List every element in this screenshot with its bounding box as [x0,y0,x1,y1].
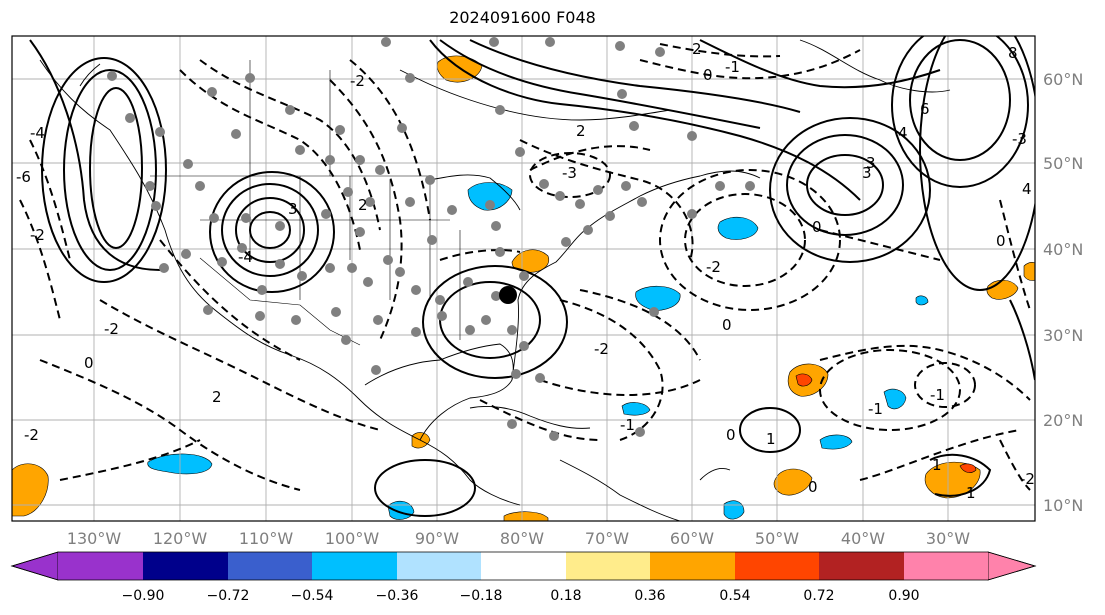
contour-label: 2 [692,40,702,58]
colorbar-segment [904,552,988,580]
colorbar-tick-label: 0.36 [634,588,665,604]
lat-label: 20°N [1043,411,1083,430]
contour-label: 0 [703,66,713,84]
contour-label: -4 [238,248,253,266]
lon-label: 80°W [500,529,544,548]
colorbar-segment [819,552,904,580]
lat-label: 40°N [1043,240,1083,259]
contour-label: 4 [1022,180,1032,198]
colorbar: −0.90 −0.72 −0.54 −0.36 −0.18 0.18 0.36 … [10,551,1037,604]
lon-label: 60°W [670,529,714,548]
contour-label: 3 [288,200,298,218]
contour-label: -2 [24,426,39,444]
contour-label: 4 [898,124,908,142]
colorbar-tick-label: 0.18 [550,588,581,604]
contour-label: 2 [358,196,368,214]
colorbar-tick-label: 0.54 [719,588,750,604]
contour-label: 8 [1008,44,1018,62]
contour-label: -3 [562,164,577,182]
contour-label: 1 [766,430,776,448]
contour-label: 0 [812,218,822,236]
map-title: 2024091600 F048 [449,8,596,27]
colorbar-left-extension [10,551,59,581]
contour-labels: 2 0 -1 8 6 4 3 -2 2 -3 2 -4 3 2 -2 0 -2 … [16,40,1035,502]
colorbar-segment [650,552,735,580]
colorbar-segment [58,552,143,580]
lon-label: 40°W [841,529,885,548]
station-dots [107,37,755,441]
colorbar-segment [566,552,650,580]
contour-label: -2 [104,320,119,338]
map-frame [11,35,1036,522]
lat-label: 10°N [1043,496,1083,515]
colorbar-tick-label: 0.72 [803,588,834,604]
colorbar-tick-label: −0.54 [291,588,334,604]
lon-label: 120°W [153,529,208,548]
longitude-labels: 130°W 120°W 110°W 100°W 90°W 80°W 70°W 6… [67,529,970,548]
contour-label: 1 [932,456,942,474]
colorbar-segment [228,552,312,580]
gridlines [12,36,1035,521]
contour-label: 0 [808,478,818,496]
contour-label: -1 [620,416,635,434]
contour-label: -2 [350,72,365,90]
dashed-contours [19,43,1031,491]
contour-label: 3 [862,164,872,182]
lon-label: 50°W [755,529,799,548]
contour-label: -6 [16,168,31,186]
shaded-regions [12,55,1035,521]
storm-center-dot [499,286,517,304]
colorbar-tick-label: 0.90 [888,588,919,604]
colorbar-tick-label: −0.36 [376,588,419,604]
colorbar-segment [312,552,397,580]
contour-label: -2 [706,258,721,276]
colorbar-tick-label: −0.90 [122,588,165,604]
colorbar-segment [481,552,566,580]
lat-label: 50°N [1043,154,1083,173]
contour-label: -1 [725,58,740,76]
contour-label: 2 [576,122,586,140]
contour-label: 0 [722,316,732,334]
contour-label: 1 [966,484,976,502]
contour-label: 0 [726,426,736,444]
contour-label: -1 [868,400,883,418]
solid-contours [29,36,1035,517]
lon-label: 70°W [585,529,629,548]
contour-label: -3 [1012,130,1027,148]
colorbar-segment [735,552,819,580]
lat-label: 30°N [1043,326,1083,345]
colorbar-tick-label: −0.72 [207,588,250,604]
contour-label: -4 [30,124,45,142]
lon-label: 100°W [325,529,380,548]
lon-label: 110°W [239,529,294,548]
contour-label: -2 [1020,470,1035,488]
colorbar-segment [143,552,228,580]
contour-label: -1 [930,386,945,404]
contour-label: 0 [996,232,1006,250]
contour-label: 0 [84,354,94,372]
lon-label: 30°W [926,529,970,548]
contour-label: 3 [866,154,876,172]
colorbar-segment [397,552,481,580]
contour-label: 2 [212,388,222,406]
colorbar-right-extension [987,551,1037,581]
contour-label: 6 [920,100,930,118]
lon-label: 130°W [67,529,122,548]
contour-label: -2 [594,340,609,358]
colorbar-tick-label: −0.18 [460,588,503,604]
lat-label: 60°N [1043,70,1083,89]
coastlines [39,39,951,521]
lon-label: 90°W [415,529,459,548]
latitude-labels: 60°N 50°N 40°N 30°N 20°N 10°N [1043,70,1083,515]
contour-label: -2 [30,226,45,244]
